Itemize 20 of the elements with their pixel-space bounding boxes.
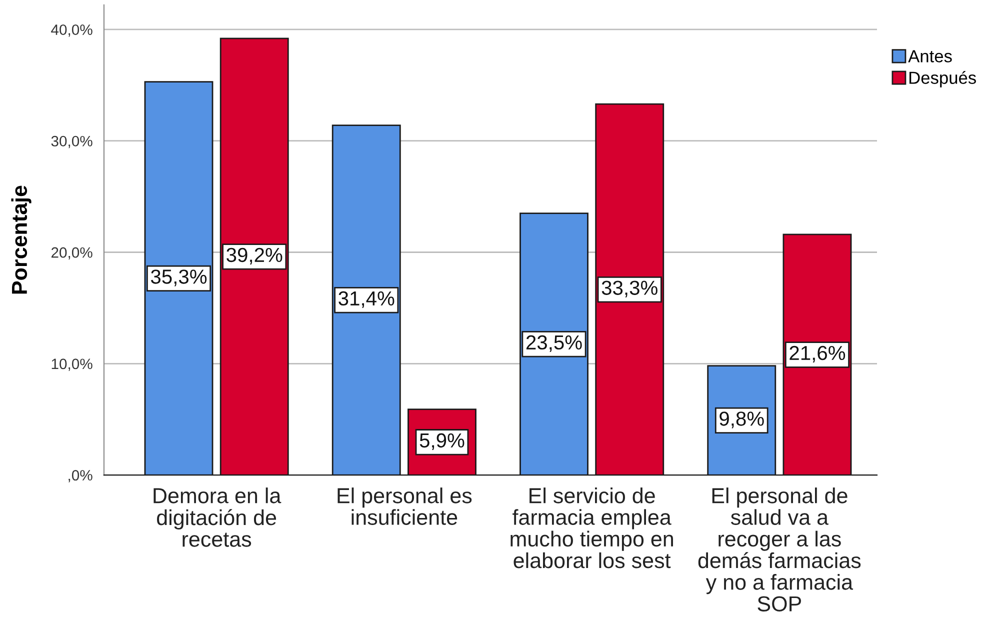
data-label: 33,3% — [602, 280, 658, 298]
data-label: 21,6% — [790, 346, 846, 363]
y-tick-label: ,0% — [68, 470, 92, 482]
y-tick-label: 20,0% — [51, 247, 92, 260]
data-label: 5,9% — [420, 433, 464, 450]
y-axis-title: Porcentaje — [11, 186, 32, 294]
legend-label: Después — [910, 71, 976, 88]
y-tick-label: 30,0% — [51, 136, 92, 148]
x-tick-label: El personal de salud va a recoger a las demás farmacias y no a farmacia SOP — [698, 488, 861, 612]
y-tick-label: 40,0% — [51, 24, 92, 37]
x-tick-label: Demora en la digitación de recetas — [154, 488, 282, 547]
data-label: 39,2% — [226, 248, 282, 264]
x-tick-label: El personal es insuficiente — [338, 488, 472, 525]
y-tick-label: 10,0% — [52, 358, 92, 371]
data-label: 31,4% — [338, 291, 394, 308]
data-label: 9,8% — [720, 412, 764, 428]
x-tick-label: El servicio de farmacia emplea mucho tiempo en elaborar los sest — [510, 488, 673, 568]
data-label: 35,3% — [150, 270, 207, 286]
legend-label: Antes — [908, 50, 952, 62]
data-label: 23,5% — [526, 335, 582, 352]
